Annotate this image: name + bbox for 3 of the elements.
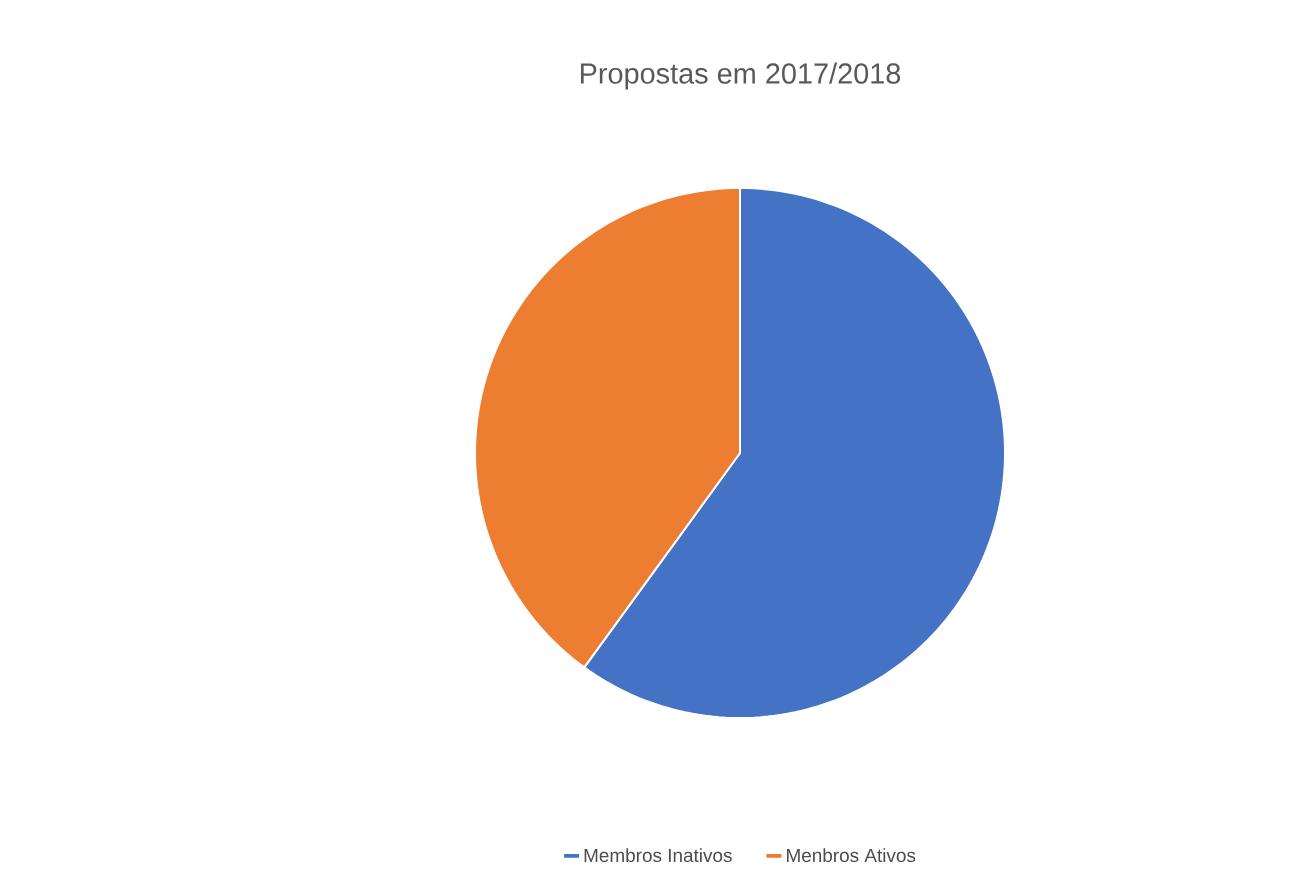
legend-label: Menbros Ativos xyxy=(787,848,916,863)
chart-title: Propostas em 2017/2018 xyxy=(580,62,901,90)
legend-label: Membros Inativos xyxy=(584,848,732,863)
